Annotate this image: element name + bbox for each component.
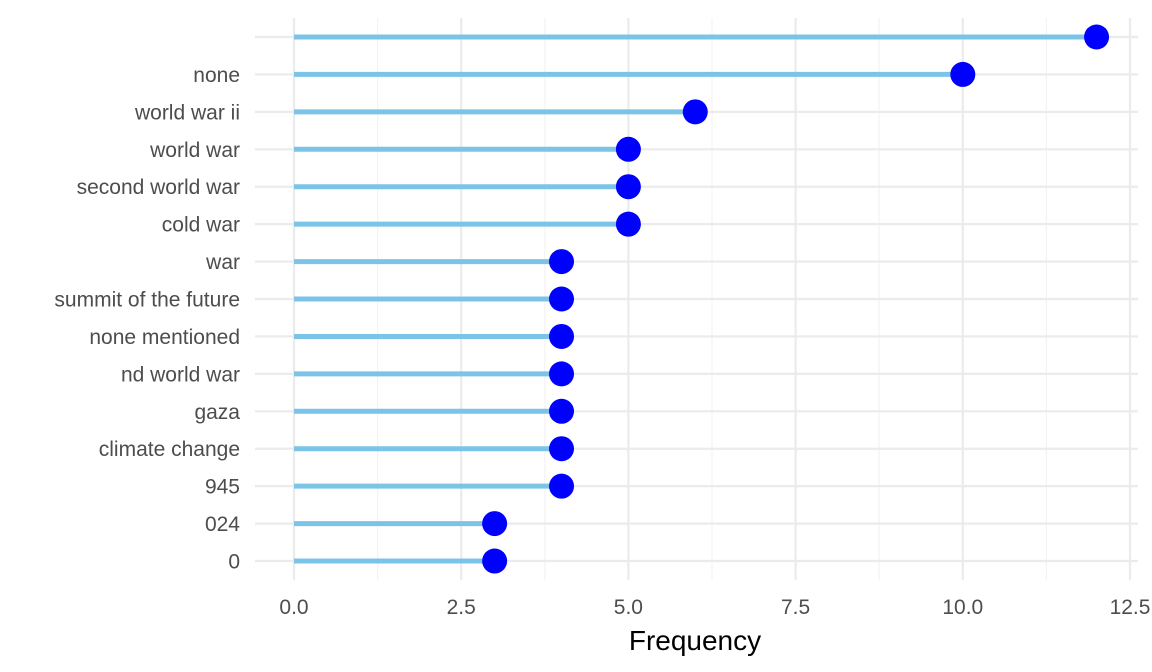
y-tick-label: second world war: [77, 176, 240, 199]
dots: [482, 24, 1110, 574]
x-tick-label: 7.5: [781, 596, 810, 619]
y-tick-label: 945: [205, 476, 240, 499]
x-axis-title: Frequency: [629, 625, 761, 656]
x-tick-label: 2.5: [447, 596, 476, 619]
stems: [294, 34, 1097, 564]
lollipop-dot: [549, 436, 575, 462]
lollipop-dot: [682, 99, 708, 125]
y-tick-label: nd world war: [121, 363, 240, 386]
y-tick-label: summit of the future: [54, 289, 240, 312]
x-tick-label: 0.0: [279, 596, 308, 619]
y-tick-label: war: [205, 251, 240, 274]
y-tick-label: 024: [205, 513, 240, 536]
x-tick-label: 5.0: [614, 596, 643, 619]
y-tick-label: world war ii: [134, 101, 240, 124]
lollipop-dot: [615, 136, 641, 162]
y-axis-labels: none world war ii world war second world wa…: [54, 64, 240, 574]
lollipop-dot: [615, 211, 641, 237]
lollipop-dot: [549, 473, 575, 499]
lollipop-dot: [1084, 24, 1110, 50]
lollipop-dot: [549, 398, 575, 424]
lollipop-dot: [950, 61, 976, 87]
lollipop-dot: [482, 548, 508, 574]
x-tick-label: 12.5: [1110, 596, 1151, 619]
lollipop-dot: [615, 174, 641, 200]
lollipop-dot: [549, 249, 575, 275]
y-tick-label: none mentioned: [89, 326, 240, 349]
y-tick-label: world war: [149, 139, 240, 162]
lollipop-dot: [549, 323, 575, 349]
y-tick-label: gaza: [194, 401, 240, 424]
x-tick-label: 10.0: [942, 596, 983, 619]
x-axis-labels: 0.0 2.5 5.0 7.5 10.0 12.5: [279, 596, 1150, 619]
lollipop-dot: [549, 361, 575, 387]
y-tick-label: climate change: [99, 438, 240, 461]
lollipop-dot: [549, 286, 575, 312]
y-tick-label: none: [193, 64, 240, 87]
y-tick-label: cold war: [162, 214, 240, 237]
y-tick-label: 0: [228, 551, 240, 574]
lollipop-dot: [482, 511, 508, 537]
